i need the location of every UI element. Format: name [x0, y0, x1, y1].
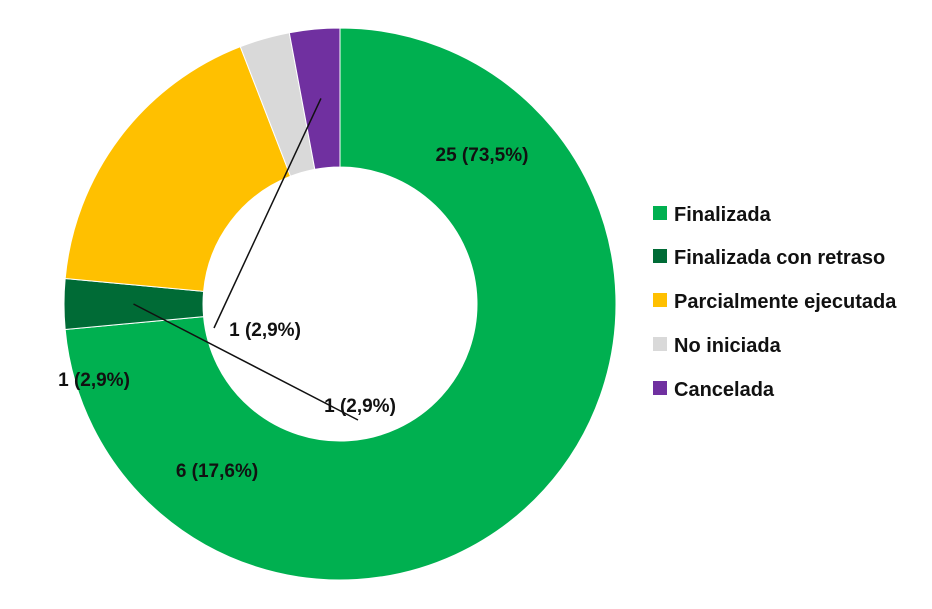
legend-label-finalizada-con-retraso: Finalizada con retraso [674, 247, 885, 269]
legend-label-cancelada: Cancelada [674, 379, 775, 401]
legend-item-parcialmente-ejecutada: Parcialmente ejecutada [653, 291, 897, 313]
legend-swatch-finalizada-con-retraso [653, 249, 667, 263]
leader-line-cancelada [213, 98, 322, 329]
data-label-parcialmente-ejecutada: 6 (17,6%) [176, 461, 258, 482]
slice-parcialmente-ejecutada [64, 45, 292, 292]
slice-finalizada [64, 27, 617, 581]
leader-line-finalizada-con-retraso [133, 303, 359, 421]
legend-swatch-parcialmente-ejecutada [653, 293, 667, 307]
legend-swatch-finalizada [653, 206, 667, 220]
legend-swatch-no-iniciada [653, 337, 667, 351]
legend-item-no-iniciada: No iniciada [653, 335, 782, 357]
legend-label-no-iniciada: No iniciada [674, 335, 782, 357]
data-label-finalizada: 25 (73,5%) [436, 145, 529, 166]
slice-cancelada [288, 27, 341, 170]
legend-item-finalizada: Finalizada [653, 204, 772, 226]
data-label-no-iniciada: 1 (2,9%) [58, 370, 130, 391]
legend-label-parcialmente-ejecutada: Parcialmente ejecutada [674, 291, 897, 313]
legend-item-cancelada: Cancelada [653, 379, 775, 401]
legend-item-finalizada-con-retraso: Finalizada con retraso [653, 247, 885, 269]
legend-swatch-cancelada [653, 381, 667, 395]
legend: Finalizada Finalizada con retraso Parcia… [653, 204, 897, 401]
data-labels: 25 (73,5%) 1 (2,9%) 6 (17,6%) 1 (2,9%) 1… [58, 145, 528, 482]
data-label-finalizada-con-retraso: 1 (2,9%) [324, 396, 396, 417]
data-label-cancelada: 1 (2,9%) [229, 320, 301, 341]
donut-slices [63, 27, 617, 581]
leader-lines [133, 98, 359, 421]
legend-label-finalizada: Finalizada [674, 204, 772, 226]
